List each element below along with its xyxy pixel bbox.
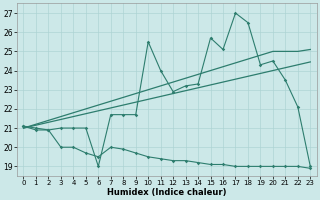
X-axis label: Humidex (Indice chaleur): Humidex (Indice chaleur) xyxy=(107,188,227,197)
